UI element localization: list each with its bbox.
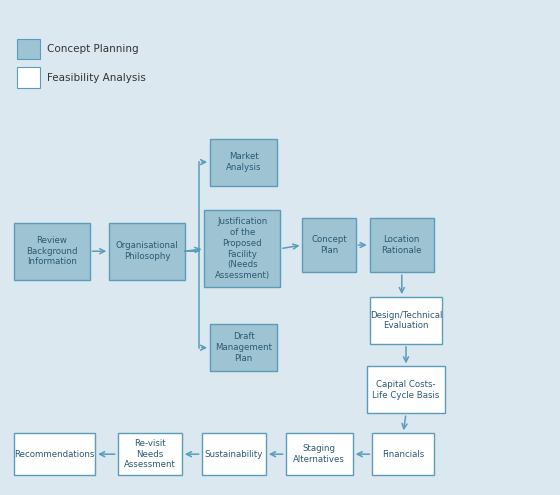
FancyBboxPatch shape: [372, 433, 434, 475]
FancyBboxPatch shape: [367, 366, 445, 413]
FancyBboxPatch shape: [370, 297, 442, 344]
FancyBboxPatch shape: [210, 324, 277, 371]
Text: Feasibility Analysis: Feasibility Analysis: [47, 73, 146, 83]
FancyBboxPatch shape: [118, 433, 182, 475]
Text: Sustainability: Sustainability: [204, 449, 263, 459]
FancyBboxPatch shape: [302, 218, 356, 272]
FancyBboxPatch shape: [14, 433, 95, 475]
Text: Concept
Plan: Concept Plan: [311, 235, 347, 255]
Text: Staging
Alternatives: Staging Alternatives: [293, 445, 345, 464]
Text: Market
Analysis: Market Analysis: [226, 152, 262, 172]
Text: Concept Planning: Concept Planning: [47, 44, 139, 54]
FancyBboxPatch shape: [204, 210, 280, 287]
Text: Capital Costs-
Life Cycle Basis: Capital Costs- Life Cycle Basis: [372, 380, 440, 399]
FancyBboxPatch shape: [286, 433, 353, 475]
FancyBboxPatch shape: [210, 139, 277, 186]
FancyBboxPatch shape: [202, 433, 266, 475]
Text: Design/Technical
Evaluation: Design/Technical Evaluation: [370, 311, 442, 330]
FancyBboxPatch shape: [17, 67, 40, 88]
Text: Location
Rationale: Location Rationale: [381, 235, 422, 255]
Text: Recommendations: Recommendations: [15, 449, 95, 459]
FancyBboxPatch shape: [17, 39, 40, 59]
Text: Re-visit
Needs
Assessment: Re-visit Needs Assessment: [124, 439, 176, 469]
Text: Draft
Management
Plan: Draft Management Plan: [215, 333, 272, 363]
FancyBboxPatch shape: [370, 218, 434, 272]
Text: Organisational
Philosophy: Organisational Philosophy: [116, 242, 178, 261]
Text: Justification
of the
Proposed
Facility
(Needs
Assessment): Justification of the Proposed Facility (…: [214, 217, 270, 280]
Text: Review
Background
Information: Review Background Information: [26, 236, 77, 266]
FancyBboxPatch shape: [109, 223, 185, 280]
FancyBboxPatch shape: [14, 223, 90, 280]
Text: Financials: Financials: [382, 449, 424, 459]
